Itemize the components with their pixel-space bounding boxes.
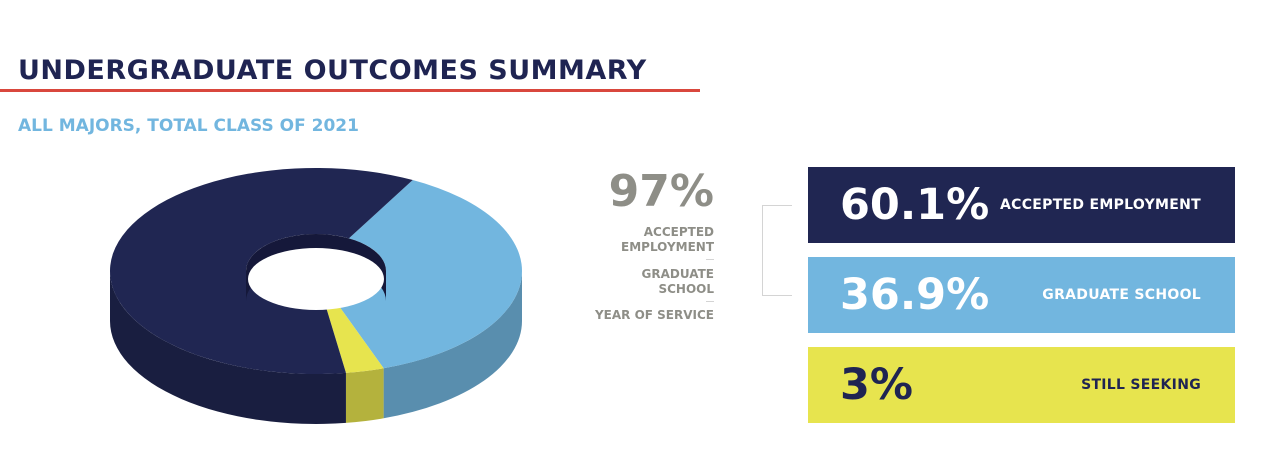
donut-hole-center [248, 248, 384, 310]
bracket-tick-top [762, 205, 792, 206]
donut-hole [246, 234, 386, 310]
bar-accepted-employment: 60.1% ACCEPTED EMPLOYMENT [808, 167, 1235, 243]
donut-chart [110, 167, 523, 424]
slice-employment [110, 167, 413, 374]
bracket-tick-bottom [762, 295, 792, 296]
separator-dash [706, 301, 714, 302]
donut-top-slices [110, 167, 523, 374]
summary-label-graduate: GRADUATE SCHOOL [641, 267, 714, 296]
bracket-line [762, 205, 763, 295]
slice-graduate-side [383, 271, 522, 419]
bar-value: 60.1% [840, 179, 990, 230]
title-underline [0, 89, 700, 92]
slice-seeking-side [345, 368, 384, 423]
bar-label: ACCEPTED EMPLOYMENT [1000, 197, 1201, 213]
donut-hole-wall [246, 234, 386, 301]
chart-subtitle: ALL MAJORS, TOTAL CLASS OF 2021 [18, 116, 359, 136]
summary-label-accepted: ACCEPTED EMPLOYMENT [621, 225, 714, 254]
slice-employment-side [110, 271, 346, 424]
bar-still-seeking: 3% STILL SEEKING [808, 347, 1235, 423]
slice-graduate [338, 180, 523, 369]
summary-percent: 97% [608, 166, 714, 217]
bar-label: GRADUATE SCHOOL [1042, 287, 1201, 303]
slice-seeking [326, 305, 384, 373]
bar-graduate-school: 36.9% GRADUATE SCHOOL [808, 257, 1235, 333]
bar-label: STILL SEEKING [1081, 377, 1201, 393]
separator-dash [706, 259, 714, 260]
bar-value: 3% [840, 359, 914, 410]
chart-title: UNDERGRADUATE OUTCOMES SUMMARY [18, 55, 647, 86]
donut-sides [110, 271, 522, 424]
summary-label-service: YEAR OF SERVICE [594, 308, 714, 322]
bar-value: 36.9% [840, 269, 990, 320]
